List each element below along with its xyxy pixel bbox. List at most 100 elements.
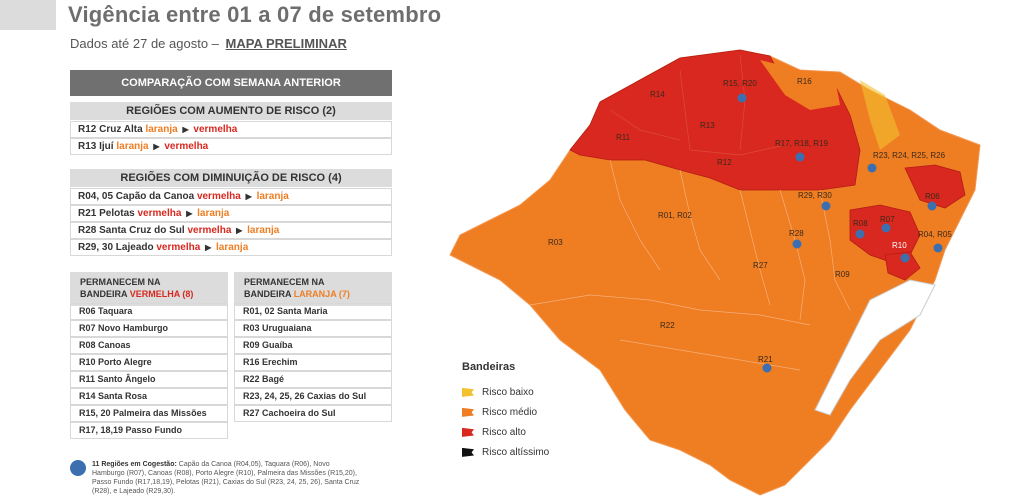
table-row: R04, 05 Capão da Canoa vermelha ▶ laranj… bbox=[70, 188, 392, 205]
page-title: Vigência entre 01 a 07 de setembro bbox=[68, 2, 442, 27]
cogestao-pin bbox=[795, 152, 805, 162]
flag-icon bbox=[462, 387, 474, 397]
list-item: R03 Uruguaiana bbox=[234, 320, 392, 337]
legend-item: Risco baixo bbox=[462, 387, 534, 398]
flag-to: vermelha bbox=[164, 141, 209, 152]
flag-to: laranja bbox=[247, 225, 280, 236]
cogestao-pin bbox=[855, 229, 865, 239]
arrow-right-icon: ▶ bbox=[186, 209, 193, 218]
list-item: R09 Guaíba bbox=[234, 337, 392, 354]
cogestao-pin bbox=[933, 243, 943, 253]
flag-icon bbox=[462, 427, 474, 437]
northeast-edge bbox=[860, 80, 900, 150]
cogestao-pin bbox=[762, 363, 772, 373]
legend-title: Bandeiras bbox=[462, 361, 516, 373]
red-east-r06 bbox=[904, 164, 966, 209]
map-label-r27: R27 bbox=[753, 261, 768, 270]
list-item: R15, 20 Palmeira das Missões bbox=[70, 405, 228, 422]
permanecem-vermelha-header: PERMANECEM NA BANDEIRA VERMELHA (8) bbox=[70, 272, 228, 306]
regions-map: R14 R15, R20 R16 R11 R13 R17, R18, R19 R… bbox=[449, 49, 981, 496]
flag-to: vermelha bbox=[193, 124, 238, 135]
flag-to: laranja bbox=[256, 191, 289, 202]
flag-from: vermelha bbox=[187, 225, 232, 236]
list-item: R08 Canoas bbox=[70, 337, 228, 354]
list-item: R06 Taquara bbox=[70, 303, 228, 320]
diminuicao-header: REGIÕES COM DIMINUIÇÃO DE RISCO (4) bbox=[70, 169, 392, 187]
corner-block bbox=[0, 0, 56, 30]
cogestao-pin bbox=[881, 223, 891, 233]
cogestao-note: 11 Regiões em Cogestão: Capão da Canoa (… bbox=[92, 460, 362, 496]
flag-from: vermelha bbox=[156, 242, 201, 253]
arrow-right-icon: ▶ bbox=[236, 226, 243, 235]
map-label-r03: R03 bbox=[548, 238, 563, 247]
region-name: R29, 30 Lajeado bbox=[78, 242, 154, 253]
header-line: BANDEIRA bbox=[244, 289, 292, 299]
list-item: R11 Santo Ângelo bbox=[70, 371, 228, 388]
map-label-r22: R22 bbox=[660, 321, 675, 330]
map-label-r09: R09 bbox=[835, 270, 850, 279]
flag-to: laranja bbox=[197, 208, 230, 219]
cogestao-pin bbox=[792, 239, 802, 249]
list-item: R14 Santa Rosa bbox=[70, 388, 228, 405]
map-label-r12: R12 bbox=[717, 158, 732, 167]
list-item: R16 Erechim bbox=[234, 354, 392, 371]
legend-item: Risco médio bbox=[462, 407, 537, 418]
arrow-right-icon: ▶ bbox=[205, 243, 212, 252]
map-label-r15-r20: R15, R20 bbox=[723, 79, 757, 88]
list-item: R07 Novo Hamburgo bbox=[70, 320, 228, 337]
cogestao-pin bbox=[737, 93, 747, 103]
map-label-r11: R11 bbox=[616, 133, 631, 142]
note-text: Capão da Canoa (R04,05), Taquara (R06), … bbox=[92, 461, 360, 495]
page-subtitle: Dados até 27 de agosto – MAPA PRELIMINAR bbox=[70, 36, 347, 51]
legend-item: Risco altíssimo bbox=[462, 447, 549, 458]
table-row: R29, 30 Lajeado vermelha ▶ laranja bbox=[70, 239, 392, 256]
permanecem-laranja-header: PERMANECEM NA BANDEIRA LARANJA (7) bbox=[234, 272, 392, 306]
map-label-r23-r26: R23, R24, R25, R26 bbox=[873, 151, 946, 160]
table-row: R13 Ijuí laranja ▶ vermelha bbox=[70, 138, 392, 155]
region-name: R21 Pelotas bbox=[78, 208, 135, 219]
table-row: R21 Pelotas vermelha ▶ laranja bbox=[70, 205, 392, 222]
header-line: PERMANECEM NA bbox=[244, 277, 325, 287]
flag-icon bbox=[462, 447, 474, 457]
region-name: R28 Santa Cruz do Sul bbox=[78, 225, 185, 236]
flag-from: laranja bbox=[145, 124, 178, 135]
flag-name: VERMELHA (8) bbox=[129, 289, 194, 299]
flag-from: vermelha bbox=[137, 208, 182, 219]
list-item: R10 Porto Alegre bbox=[70, 354, 228, 371]
list-item: R17, 18,19 Passo Fundo bbox=[70, 422, 228, 439]
arrow-right-icon: ▶ bbox=[182, 125, 189, 134]
region-name: R13 Ijuí bbox=[78, 141, 114, 152]
legend-item: Risco alto bbox=[462, 427, 526, 438]
header-line: BANDEIRA bbox=[80, 289, 128, 299]
map-label-r29-r30: R29, R30 bbox=[798, 191, 832, 200]
flag-icon bbox=[462, 407, 474, 417]
map-label-r28: R28 bbox=[789, 229, 804, 238]
cogestao-pin bbox=[867, 163, 877, 173]
map-label-r07: R07 bbox=[880, 215, 895, 224]
cogestao-pin bbox=[900, 253, 910, 263]
cogestao-pin bbox=[927, 201, 937, 211]
map-label-r13: R13 bbox=[700, 121, 715, 130]
flag-name: LARANJA (7) bbox=[293, 289, 350, 299]
cogestao-icon bbox=[70, 460, 86, 476]
map-label-r14: R14 bbox=[650, 90, 665, 99]
cogestao-pin bbox=[821, 201, 831, 211]
map-label-r21: R21 bbox=[758, 355, 773, 364]
table-row: R28 Santa Cruz do Sul vermelha ▶ laranja bbox=[70, 222, 392, 239]
region-name: R12 Cruz Alta bbox=[78, 124, 143, 135]
comparacao-header: COMPARAÇÃO COM SEMANA ANTERIOR bbox=[70, 70, 392, 96]
map-label-r08: R08 bbox=[853, 219, 868, 228]
aumento-header: REGIÕES COM AUMENTO DE RISCO (2) bbox=[70, 102, 392, 120]
arrow-right-icon: ▶ bbox=[153, 142, 160, 151]
region-r16 bbox=[760, 60, 840, 110]
mapa-preliminar-link[interactable]: MAPA PRELIMINAR bbox=[225, 36, 347, 51]
list-item: R23, 24, 25, 26 Caxias do Sul bbox=[234, 388, 392, 405]
region-name: R04, 05 Capão da Canoa bbox=[78, 191, 195, 202]
subtitle-text: Dados até 27 de agosto – bbox=[70, 36, 219, 51]
map-label-r16: R16 bbox=[797, 77, 812, 86]
list-item: R27 Cachoeira do Sul bbox=[234, 405, 392, 422]
map-label-r01-r02: R01, R02 bbox=[658, 211, 692, 220]
map-label-r17-r19: R17, R18, R19 bbox=[775, 139, 828, 148]
map-label-r06: R06 bbox=[925, 192, 940, 201]
note-title: 11 Regiões em Cogestão: bbox=[92, 461, 177, 468]
